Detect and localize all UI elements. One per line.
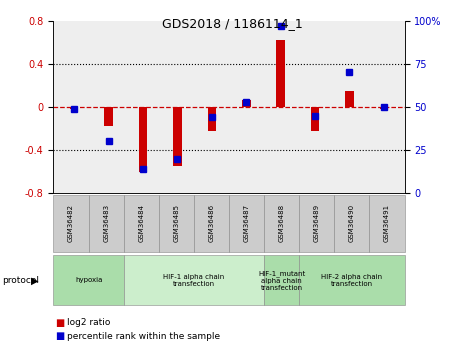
Text: GSM36489: GSM36489 xyxy=(314,204,320,243)
Bar xyxy=(276,40,285,107)
Text: percentile rank within the sample: percentile rank within the sample xyxy=(67,332,220,341)
Bar xyxy=(104,107,113,126)
Bar xyxy=(345,91,354,107)
Bar xyxy=(173,107,182,166)
Text: ■: ■ xyxy=(55,332,64,341)
Text: ■: ■ xyxy=(55,318,64,327)
Text: GSM36483: GSM36483 xyxy=(103,204,109,243)
Text: GSM36490: GSM36490 xyxy=(349,204,355,243)
Text: GSM36482: GSM36482 xyxy=(68,204,74,243)
Text: protocol: protocol xyxy=(2,276,40,285)
Text: log2 ratio: log2 ratio xyxy=(67,318,111,327)
Bar xyxy=(311,107,319,131)
Text: ▶: ▶ xyxy=(31,275,39,285)
Text: GSM36485: GSM36485 xyxy=(173,204,179,243)
Bar xyxy=(379,107,388,109)
Text: hypoxia: hypoxia xyxy=(75,277,102,283)
Text: GSM36486: GSM36486 xyxy=(208,204,214,243)
Text: GSM36488: GSM36488 xyxy=(279,204,285,243)
Text: HIF-1_mutant
alpha chain
transfection: HIF-1_mutant alpha chain transfection xyxy=(258,270,306,291)
Bar xyxy=(139,107,147,171)
Text: HIF-2 alpha chain
transfection: HIF-2 alpha chain transfection xyxy=(321,274,382,287)
Bar xyxy=(242,100,251,107)
Text: GSM36487: GSM36487 xyxy=(244,204,250,243)
Text: GSM36484: GSM36484 xyxy=(138,204,144,243)
Bar xyxy=(70,107,79,109)
Text: HIF-1 alpha chain
transfection: HIF-1 alpha chain transfection xyxy=(163,274,225,287)
Text: GSM36491: GSM36491 xyxy=(384,204,390,243)
Text: GDS2018 / 1186114_1: GDS2018 / 1186114_1 xyxy=(162,17,303,30)
Bar xyxy=(207,107,216,131)
